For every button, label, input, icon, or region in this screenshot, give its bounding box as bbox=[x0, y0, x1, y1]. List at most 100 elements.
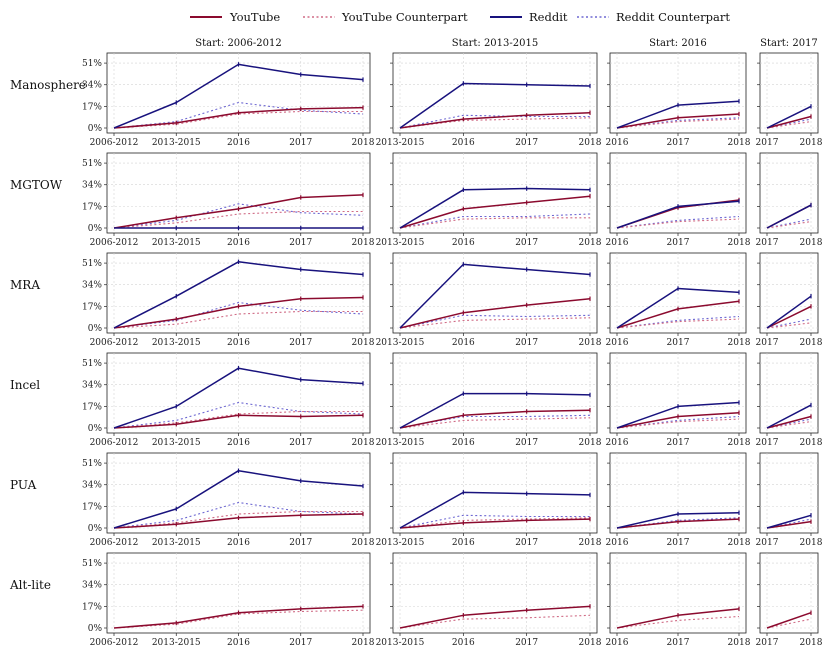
series-line-reddit bbox=[399, 392, 591, 429]
series-line-youtube-counterpart bbox=[399, 517, 591, 529]
series-line-reddit bbox=[766, 404, 812, 429]
x-tick-label: 2016 bbox=[227, 138, 250, 148]
panel-alt-lite-1: 0% 17% 34% 51% 2006-2012 2013-2015 2016 2017 201… bbox=[82, 552, 375, 648]
panel-mgtow-4: 2017 2018 bbox=[756, 152, 823, 248]
row-label-manosphere: Manosphere bbox=[10, 78, 86, 92]
x-tick-label: 2018 bbox=[728, 338, 751, 348]
series-line-reddit bbox=[766, 204, 812, 229]
row-label-incel: Incel bbox=[10, 378, 40, 392]
panel-alt-lite-4: 2017 2018 bbox=[756, 552, 823, 648]
x-tick-label: 2006-2012 bbox=[90, 438, 139, 448]
x-tick-label: 2013-2015 bbox=[376, 138, 425, 148]
x-tick-label: 2018 bbox=[352, 638, 375, 648]
y-tick-label: 17% bbox=[82, 602, 102, 612]
x-tick-label: 2016 bbox=[606, 538, 629, 548]
series-line-youtube bbox=[766, 305, 812, 329]
x-tick-label: 2018 bbox=[728, 638, 751, 648]
y-tick-label: 0% bbox=[88, 224, 103, 234]
x-tick-label: 2017 bbox=[667, 238, 690, 248]
x-tick-label: 2013-2015 bbox=[152, 338, 201, 348]
x-tick-label: 2018 bbox=[728, 438, 751, 448]
series-line-youtube-counterpart bbox=[399, 317, 591, 329]
x-tick-label: 2018 bbox=[352, 238, 375, 248]
x-tick-label: 2016 bbox=[606, 138, 629, 148]
y-tick-label: 34% bbox=[82, 281, 102, 291]
x-tick-label: 2013-2015 bbox=[152, 138, 201, 148]
series-line-reddit bbox=[399, 491, 591, 529]
panel-frame bbox=[392, 552, 598, 634]
series-line-youtube-counterpart bbox=[766, 121, 812, 129]
series-line-reddit-counterpart bbox=[766, 218, 812, 229]
panel-mra-1: 0% 17% 34% 51% 2006-2012 2013-2015 2016 2017 201… bbox=[82, 252, 375, 348]
y-tick-label: 17% bbox=[82, 302, 102, 312]
panel-incel-2: 2013-2015 2016 2017 2018 bbox=[376, 352, 602, 448]
row-label-pua: PUA bbox=[10, 478, 37, 492]
y-tick-label: 17% bbox=[82, 202, 102, 212]
panel-frame bbox=[392, 252, 598, 334]
y-tick-label: 0% bbox=[88, 524, 103, 534]
x-tick-label: 2017 bbox=[667, 538, 690, 548]
x-tick-label: 2017 bbox=[667, 338, 690, 348]
x-tick-label: 2018 bbox=[800, 538, 823, 548]
x-tick-label: 2017 bbox=[756, 238, 779, 248]
x-tick-label: 2013-2015 bbox=[376, 238, 425, 248]
y-tick-label: 0% bbox=[88, 124, 103, 134]
x-tick-label: 2018 bbox=[352, 138, 375, 148]
series-line-youtube-counterpart bbox=[113, 510, 363, 529]
y-tick-label: 17% bbox=[82, 502, 102, 512]
panel-mra-3: 2016 2017 2018 bbox=[606, 252, 751, 348]
x-tick-label: 2016 bbox=[227, 238, 250, 248]
y-tick-label: 34% bbox=[82, 581, 102, 591]
series-line-reddit-counterpart bbox=[766, 318, 812, 329]
panel-mgtow-3: 2016 2017 2018 bbox=[606, 152, 751, 248]
y-tick-label: 0% bbox=[88, 424, 103, 434]
x-tick-label: 2013-2015 bbox=[152, 438, 201, 448]
x-tick-label: 2018 bbox=[579, 138, 602, 148]
x-tick-label: 2017 bbox=[515, 338, 538, 348]
panel-incel-3: 2016 2017 2018 bbox=[606, 352, 751, 448]
row-label-mgtow: MGTOW bbox=[10, 178, 63, 192]
series-line-reddit-counterpart bbox=[766, 518, 812, 529]
x-tick-label: 2017 bbox=[515, 438, 538, 448]
x-tick-label: 2017 bbox=[756, 538, 779, 548]
x-tick-label: 2018 bbox=[800, 138, 823, 148]
x-tick-label: 2006-2012 bbox=[90, 138, 139, 148]
series-line-reddit-counterpart bbox=[113, 401, 364, 429]
series-line-youtube bbox=[766, 115, 812, 129]
x-tick-label: 2017 bbox=[289, 138, 312, 148]
x-tick-label: 2018 bbox=[579, 638, 602, 648]
series-line-youtube-counterpart bbox=[113, 210, 363, 229]
x-tick-label: 2006-2012 bbox=[90, 538, 139, 548]
panel-pua-1: 0% 17% 34% 51% 2006-2012 2013-2015 2016 2017 201… bbox=[82, 452, 375, 548]
y-tick-label: 34% bbox=[82, 481, 102, 491]
x-tick-label: 2017 bbox=[515, 238, 538, 248]
legend-label-reddit: Reddit bbox=[529, 10, 568, 24]
series-line-reddit bbox=[766, 514, 812, 529]
x-tick-label: 2016 bbox=[452, 338, 475, 348]
series-line-reddit-counterpart bbox=[113, 203, 364, 229]
legend-label-youtube-counterpart: YouTube Counterpart bbox=[341, 10, 468, 24]
y-tick-label: 0% bbox=[88, 324, 103, 334]
y-tick-label: 34% bbox=[82, 381, 102, 391]
legend-label-reddit-counterpart: Reddit Counterpart bbox=[616, 10, 730, 24]
panel-manosphere-2: 2013-2015 2016 2017 2018 bbox=[376, 52, 602, 148]
series-line-youtube bbox=[399, 409, 591, 429]
row-label-mra: MRA bbox=[10, 278, 40, 292]
series-line-youtube bbox=[399, 297, 591, 329]
x-tick-label: 2017 bbox=[756, 638, 779, 648]
series-line-reddit-counterpart bbox=[113, 301, 364, 329]
y-tick-label: 51% bbox=[82, 359, 102, 369]
series-line-youtube-counterpart bbox=[113, 110, 363, 129]
series-line-reddit-counterpart bbox=[399, 114, 590, 129]
x-tick-label: 2017 bbox=[289, 638, 312, 648]
x-tick-label: 2013-2015 bbox=[376, 638, 425, 648]
x-tick-label: 2017 bbox=[756, 338, 779, 348]
series-line-youtube-counterpart bbox=[399, 417, 591, 429]
series-line-youtube bbox=[766, 415, 812, 429]
x-tick-label: 2016 bbox=[227, 538, 250, 548]
series-line-reddit-counterpart bbox=[113, 501, 364, 529]
x-tick-label: 2017 bbox=[289, 338, 312, 348]
x-tick-label: 2017 bbox=[515, 638, 538, 648]
